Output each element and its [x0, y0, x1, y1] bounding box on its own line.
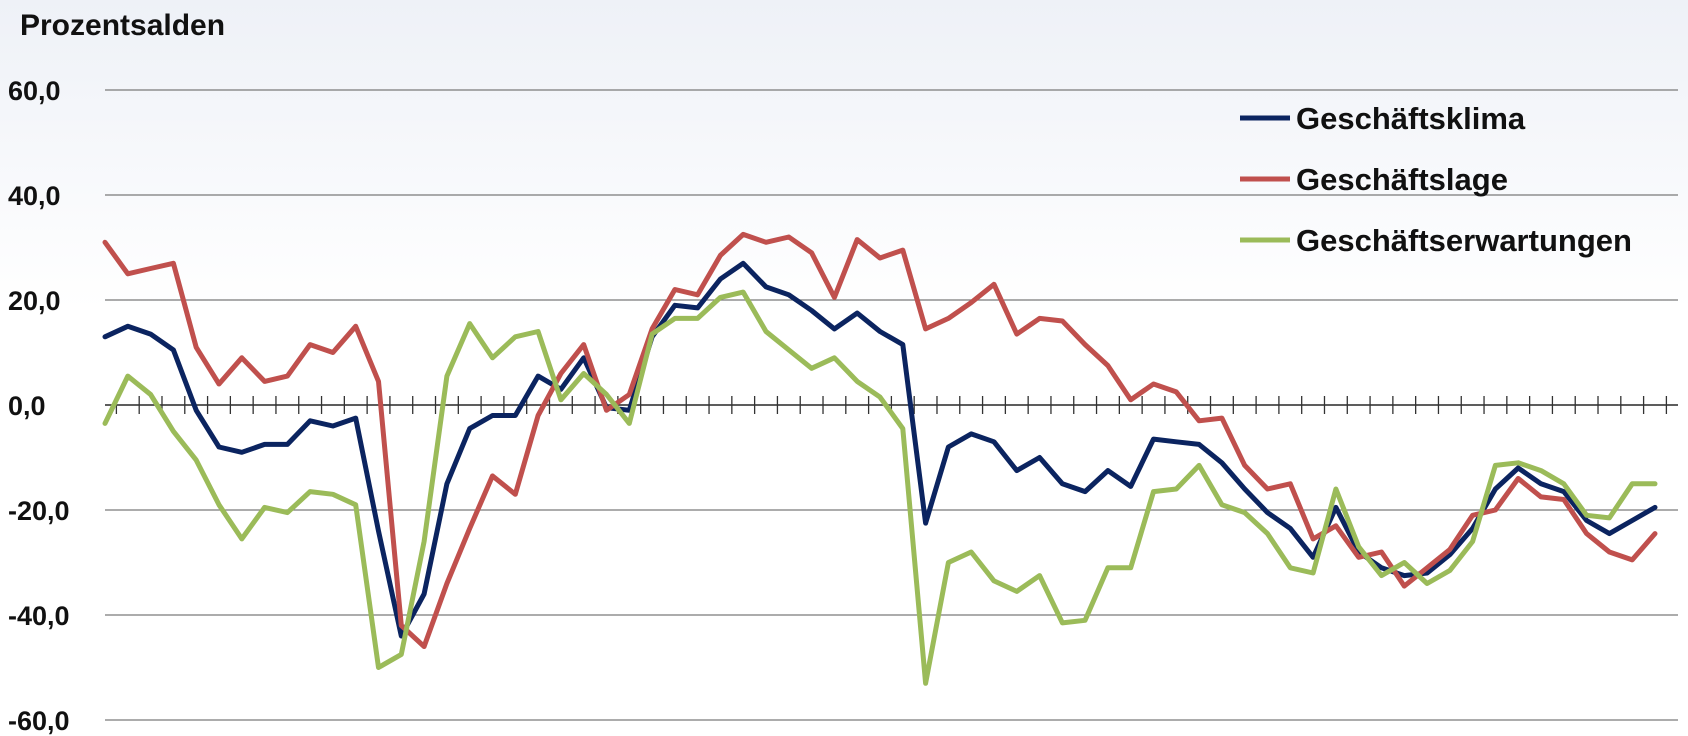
series-geschäftslage	[102, 231, 1658, 649]
legend-label: Geschäftsklima	[1296, 101, 1526, 136]
legend-label: Geschäftserwartungen	[1296, 223, 1632, 258]
y-tick-label: 60,0	[8, 76, 61, 106]
series-lines	[102, 231, 1658, 686]
y-axis-title: Prozentsalden	[20, 9, 225, 42]
y-tick-label: -60,0	[8, 706, 70, 736]
y-tick-label: 0,0	[8, 391, 46, 421]
legend: Geschäftsklima Geschäftslage Geschäftserwa…	[1240, 101, 1632, 258]
y-tick-label: -20,0	[8, 496, 70, 526]
y-tick-label: 40,0	[8, 181, 61, 211]
y-axis-tick-labels: 60,0 40,0 20,0 0,0 -20,0 -40,0 -60,0	[8, 76, 70, 736]
y-tick-label: 20,0	[8, 286, 61, 316]
y-tick-label: -40,0	[8, 601, 70, 631]
series-geschäftserwartungen	[102, 289, 1658, 686]
series-line	[102, 231, 1658, 649]
x-axis	[105, 396, 1678, 414]
legend-label: Geschäftslage	[1296, 162, 1508, 197]
